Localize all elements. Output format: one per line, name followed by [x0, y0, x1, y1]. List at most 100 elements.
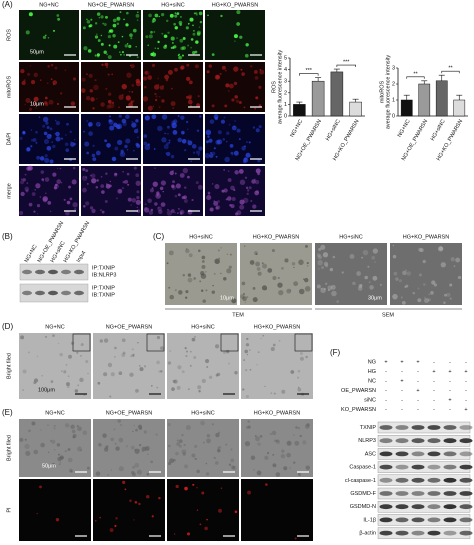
cell-spot [225, 443, 228, 446]
cell-spot [99, 339, 103, 343]
cell-spot [185, 355, 188, 358]
cell-spot [198, 11, 203, 16]
cell-spot [45, 192, 47, 194]
sign: + [432, 369, 435, 375]
row-label: Bright filed [6, 435, 12, 461]
cell-spot [54, 66, 58, 70]
cell-spot [122, 351, 126, 355]
cell-spot [147, 44, 149, 47]
cell-spot [146, 494, 150, 499]
panel-label: (A) [2, 0, 13, 9]
cell-spot [176, 385, 181, 390]
cell-spot [118, 189, 123, 194]
cell-spot [317, 253, 321, 257]
cell-spot [136, 469, 142, 475]
micrograph [241, 333, 313, 399]
cell-spot [244, 53, 249, 58]
cell-spot [172, 130, 178, 135]
cell-spot [211, 423, 214, 426]
column-header: HG+siNC [189, 234, 212, 240]
cell-spot [123, 18, 125, 21]
cell-spot [115, 517, 118, 520]
sign: + [416, 388, 419, 394]
cell-spot [55, 183, 58, 187]
cell-spot [185, 350, 189, 353]
cell-spot [227, 170, 230, 173]
cell-spot [24, 173, 27, 176]
band [379, 504, 393, 510]
cell-spot [254, 434, 257, 438]
cell-spot [406, 271, 412, 276]
band [411, 464, 425, 470]
cell-spot [244, 301, 247, 303]
cell-spot [440, 262, 446, 268]
cell-spot [44, 157, 50, 164]
cell-spot [255, 189, 259, 194]
cell-spot [210, 151, 213, 154]
cell-spot [238, 168, 244, 174]
cell-spot [220, 487, 223, 490]
y-tick-label: 2 [392, 81, 395, 87]
cell-spot [213, 147, 216, 150]
cell-spot [215, 206, 219, 210]
cell-spot [392, 244, 395, 247]
cell-spot [72, 77, 77, 81]
cell-spot [228, 463, 232, 466]
cell-spot [201, 378, 206, 384]
cell-spot [25, 97, 31, 104]
cell-spot [94, 519, 97, 522]
cell-spot [295, 426, 298, 429]
cell-spot [148, 210, 154, 215]
cell-spot [87, 49, 92, 53]
cell-spot [82, 430, 88, 436]
cell-spot [225, 198, 228, 201]
cell-spot [224, 69, 227, 72]
cell-spot [177, 115, 180, 118]
cell-spot [73, 142, 77, 146]
cell-spot [76, 424, 79, 427]
cell-spot [98, 443, 102, 447]
bar [435, 80, 448, 117]
band [459, 438, 473, 444]
cell-spot [258, 125, 262, 129]
cell-spot [101, 63, 104, 67]
cell-spot [118, 114, 122, 118]
cell-spot [94, 54, 97, 57]
band [427, 425, 441, 430]
condition-label: NC [368, 378, 376, 384]
cell-spot [358, 284, 363, 288]
cell-spot [47, 37, 50, 39]
cell-spot [70, 341, 75, 345]
cell-spot [444, 293, 448, 297]
cell-spot [44, 96, 48, 100]
cell-spot [173, 119, 178, 124]
cell-spot [177, 54, 180, 57]
cell-spot [170, 87, 173, 90]
row-label: mitoROS [6, 76, 12, 99]
cell-spot [168, 250, 174, 256]
cell-spot [40, 429, 42, 431]
cell-spot [169, 294, 175, 300]
x-tick-label: HG+siNC [325, 119, 342, 142]
column-header: HG+siNC [191, 410, 214, 416]
cell-spot [124, 144, 128, 149]
row-label: DAPI [6, 132, 12, 145]
protein-label: IL-1β [363, 517, 376, 523]
cell-spot [137, 11, 139, 13]
cell-spot [228, 265, 232, 269]
cell-spot [144, 446, 150, 451]
cell-spot [182, 452, 186, 456]
cell-spot [109, 115, 111, 118]
cell-spot [197, 154, 200, 156]
cell-spot [132, 465, 136, 469]
cell-spot [197, 95, 200, 98]
cell-spot [98, 16, 101, 19]
cell-spot [213, 456, 216, 460]
cell-spot [91, 153, 96, 158]
cell-spot [226, 253, 229, 256]
band [427, 504, 441, 510]
micrograph [241, 419, 313, 477]
cell-spot [255, 168, 261, 174]
cell-spot [218, 508, 222, 513]
cell-spot [177, 365, 182, 370]
